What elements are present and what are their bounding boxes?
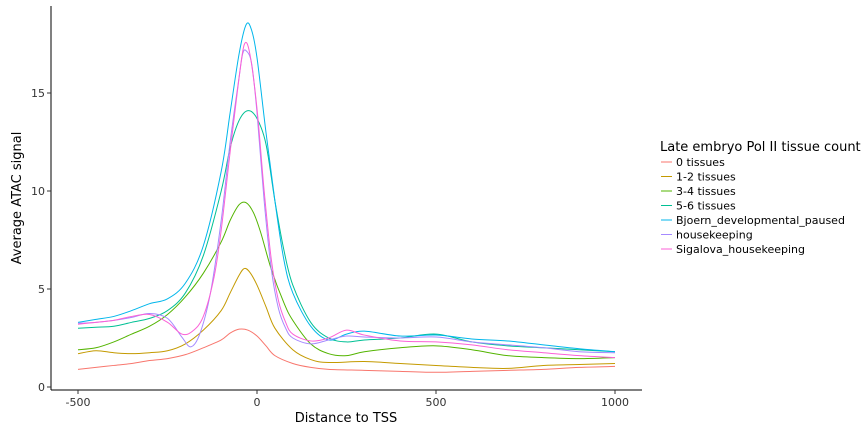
y-tick-label: 5 xyxy=(38,283,45,296)
legend-label: 5-6 tissues xyxy=(676,200,736,213)
series-line-5-6-tissues xyxy=(77,110,616,353)
legend-label: Sigalova_housekeeping xyxy=(676,243,805,256)
x-axis-title: Distance to TSS xyxy=(295,411,398,426)
y-tick-label: 15 xyxy=(31,87,45,100)
legend-label: 1-2 tissues xyxy=(676,171,736,184)
series-line-housekeeping xyxy=(77,49,616,354)
y-tick-label: 0 xyxy=(38,381,45,394)
series-line-sigalova-housekeeping xyxy=(77,41,616,359)
legend-label: 3-4 tissues xyxy=(676,185,736,198)
plot-lines xyxy=(77,22,616,373)
series-line-1-2-tissues xyxy=(77,267,616,369)
x-tick-label: 500 xyxy=(426,396,447,409)
y-tick-label: 10 xyxy=(31,185,45,198)
x-axis-ticks: -500 0 500 1000 xyxy=(66,390,629,409)
series-line-bjoern-developmental-paused xyxy=(77,22,616,353)
legend-label: 0 tissues xyxy=(676,156,725,169)
legend: Late embryo Pol II tissue count 0 tissue… xyxy=(660,140,861,256)
x-tick-label: -500 xyxy=(66,396,91,409)
legend-label: housekeeping xyxy=(676,229,753,242)
series-line-3-4-tissues xyxy=(77,201,616,360)
x-tick-label: 1000 xyxy=(601,396,629,409)
x-tick-label: 0 xyxy=(254,396,261,409)
y-axis-title: Average ATAC signal xyxy=(10,132,25,265)
series-line-0-tissues xyxy=(77,328,616,373)
legend-label: Bjoern_developmental_paused xyxy=(676,214,845,227)
y-axis-ticks: 0 5 10 15 xyxy=(31,87,51,394)
legend-title: Late embryo Pol II tissue count xyxy=(660,140,861,155)
